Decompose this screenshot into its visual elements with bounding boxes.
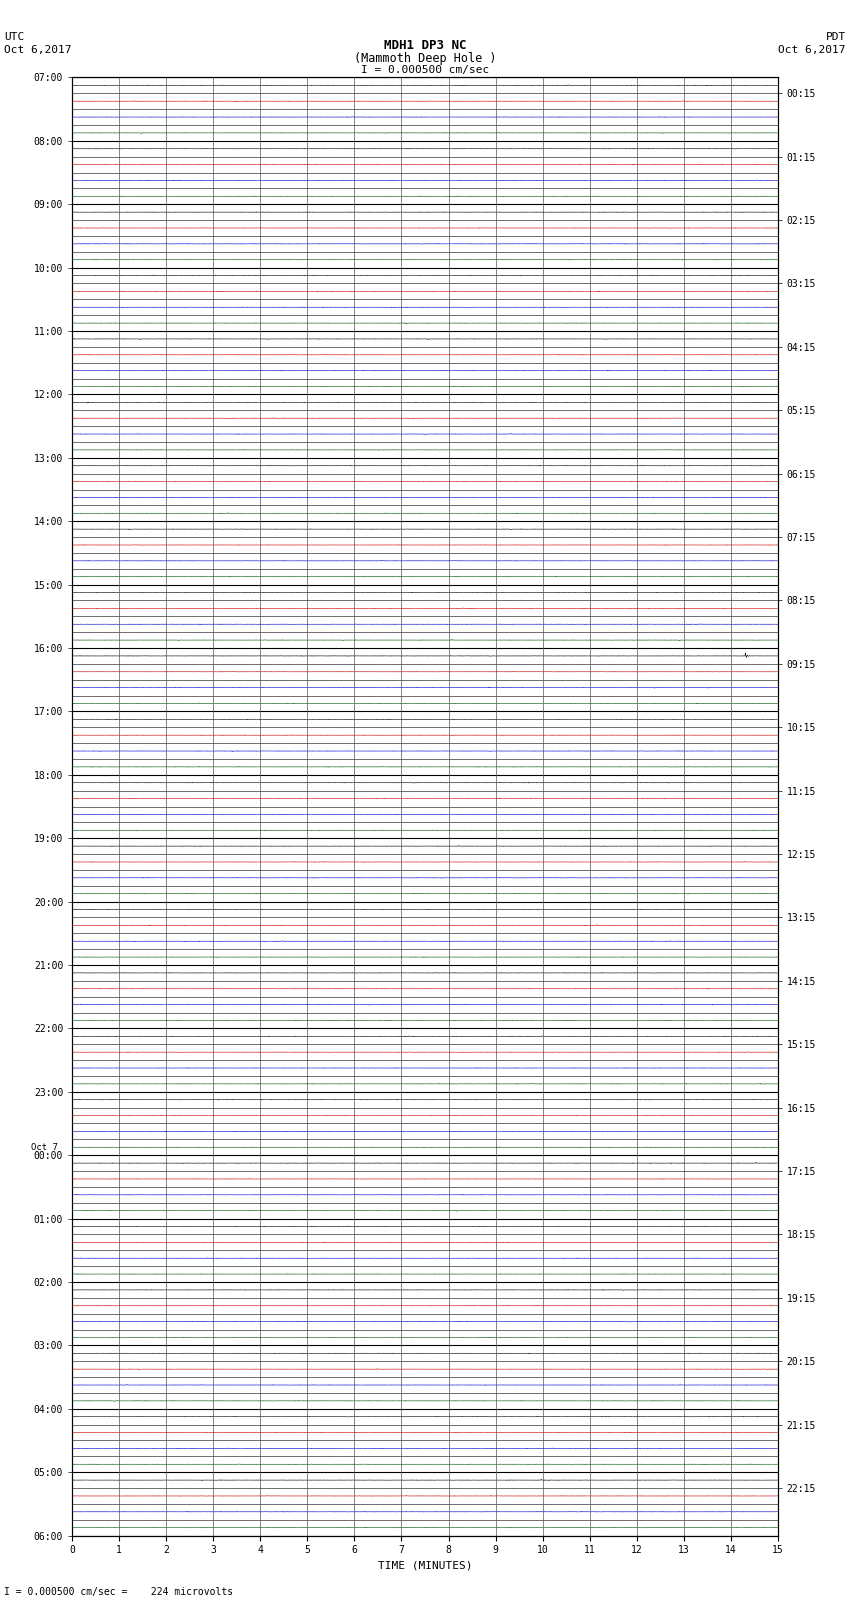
Text: I = 0.000500 cm/sec =    224 microvolts: I = 0.000500 cm/sec = 224 microvolts — [4, 1587, 234, 1597]
Text: Oct 6,2017: Oct 6,2017 — [4, 45, 71, 55]
Text: UTC: UTC — [4, 32, 25, 42]
X-axis label: TIME (MINUTES): TIME (MINUTES) — [377, 1561, 473, 1571]
Text: Oct 6,2017: Oct 6,2017 — [779, 45, 846, 55]
Text: Oct 7: Oct 7 — [31, 1142, 58, 1152]
Text: (Mammoth Deep Hole ): (Mammoth Deep Hole ) — [354, 52, 496, 65]
Text: I = 0.000500 cm/sec: I = 0.000500 cm/sec — [361, 65, 489, 74]
Text: PDT: PDT — [825, 32, 846, 42]
Text: MDH1 DP3 NC: MDH1 DP3 NC — [383, 39, 467, 52]
